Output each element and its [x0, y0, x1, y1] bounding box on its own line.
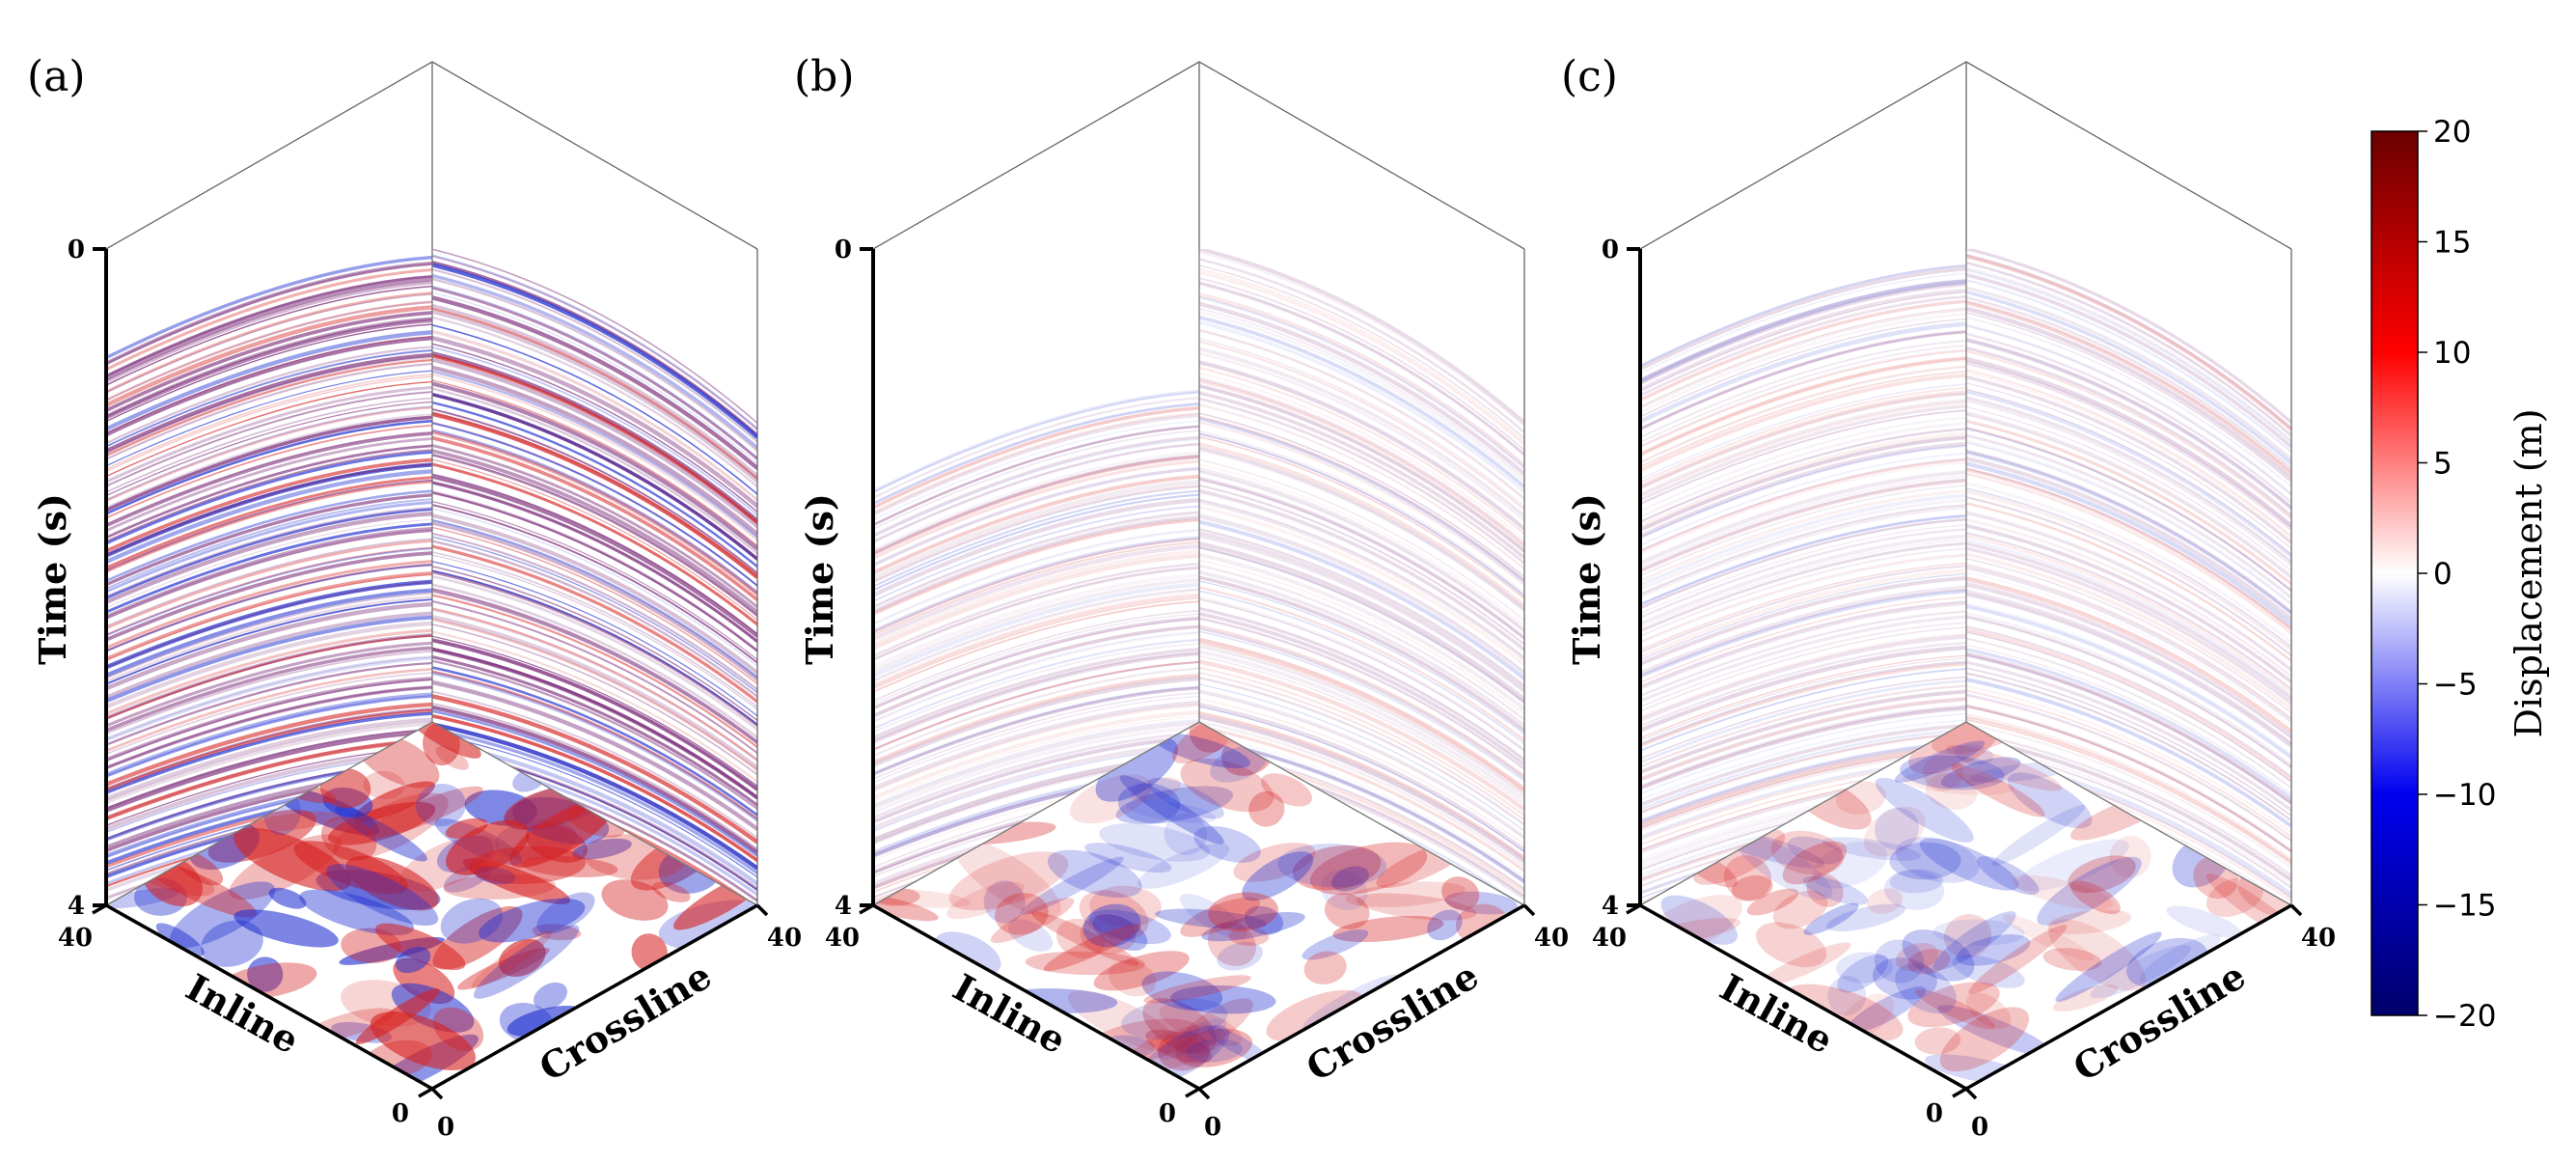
crossline-tick-near: 0 [1971, 1113, 1988, 1142]
time-axis-title: Time (s) [798, 493, 841, 665]
time-axis [93, 247, 108, 907]
panel-label: (a) [27, 52, 86, 101]
cube-wireframe [1639, 61, 2292, 905]
crossline-tick-far: 40 [2301, 924, 2336, 953]
floor-axes [92, 903, 769, 1100]
inline-tick-far: 40 [1592, 924, 1627, 953]
colorbar-tick-label: 15 [2433, 226, 2471, 261]
colorbar-tick-label: 0 [2433, 557, 2453, 592]
colorbar-tick-label: −15 [2433, 889, 2496, 924]
crossline-tick-near: 0 [1204, 1113, 1221, 1142]
crossline-tick-near: 0 [437, 1113, 454, 1142]
inline-tick-far: 40 [58, 924, 93, 953]
cube-edges [105, 249, 758, 906]
colorbar-gradient [2370, 130, 2419, 1016]
colorbar-tick-label: −20 [2433, 999, 2496, 1034]
colorbar-tick-label: 20 [2433, 115, 2471, 150]
time-axis-title: Time (s) [31, 493, 74, 665]
inline-tick-near: 0 [392, 1099, 409, 1128]
time-axis-title: Time (s) [1565, 493, 1608, 665]
colorbar-title: Displacement (m) [2507, 408, 2550, 737]
time-tick-top: 0 [835, 236, 852, 264]
time-tick-bottom: 4 [68, 892, 85, 921]
time-tick-bottom: 4 [835, 892, 852, 921]
cube-wireframe [872, 61, 1525, 905]
inline-tick-far: 40 [825, 924, 860, 953]
time-tick-top: 0 [1602, 236, 1619, 264]
colorbar-tick-label: 10 [2433, 336, 2471, 371]
colorbar-tick-label: −10 [2433, 778, 2496, 813]
floor-axes [1626, 903, 2303, 1100]
inline-tick-near: 0 [1926, 1099, 1943, 1128]
inline-tick-near: 0 [1159, 1099, 1176, 1128]
time-slice [1640, 722, 2291, 1089]
cube-edges [1639, 249, 2292, 906]
panel-label: (b) [794, 52, 855, 101]
time-axis [860, 247, 875, 907]
time-tick-bottom: 4 [1602, 892, 1619, 921]
cube-edges [872, 249, 1525, 906]
time-axis [1627, 247, 1642, 907]
time-tick-top: 0 [68, 236, 85, 264]
panel-label: (c) [1561, 52, 1618, 101]
crossline-tick-far: 40 [1534, 924, 1569, 953]
colorbar-tick-label: 5 [2433, 447, 2453, 482]
floor-axes [859, 903, 1536, 1100]
crossline-tick-far: 40 [767, 924, 802, 953]
colorbar-tick-label: −5 [2433, 668, 2478, 703]
colorbar: 20 15 10 5 0 −10 −5 −15 −20 Displacement (m) [2370, 115, 2550, 1034]
